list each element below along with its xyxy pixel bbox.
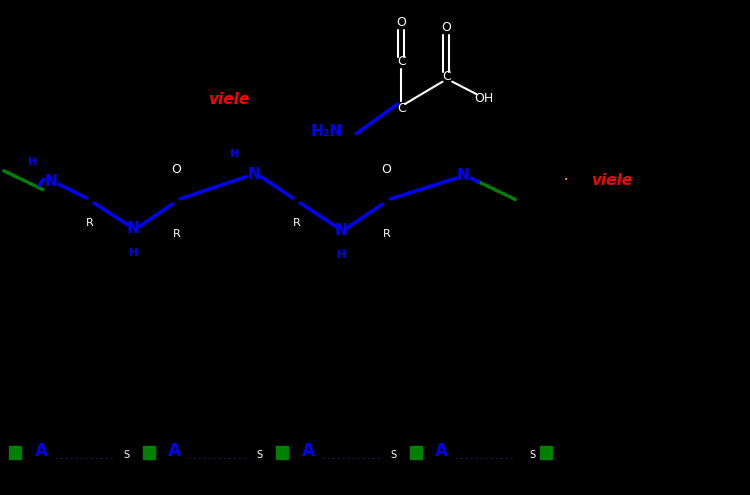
Text: .: . bbox=[100, 451, 103, 461]
Text: .: . bbox=[74, 451, 78, 461]
Text: .: . bbox=[233, 451, 236, 461]
Text: .: . bbox=[490, 451, 494, 461]
Text: .: . bbox=[203, 451, 206, 461]
Text: .: . bbox=[228, 451, 232, 461]
Text: S: S bbox=[390, 450, 396, 460]
Text: .: . bbox=[505, 451, 509, 461]
Text: S: S bbox=[123, 450, 129, 460]
Text: .: . bbox=[322, 451, 325, 461]
Text: .: . bbox=[470, 451, 473, 461]
Text: .: . bbox=[341, 451, 345, 461]
Text: .: . bbox=[352, 451, 355, 461]
Text: .: . bbox=[193, 451, 196, 461]
Text: N: N bbox=[334, 223, 347, 238]
Text: H: H bbox=[28, 157, 37, 167]
Text: .: . bbox=[110, 451, 113, 461]
Text: N: N bbox=[45, 174, 58, 189]
Bar bbox=[276, 446, 288, 459]
Text: O: O bbox=[396, 16, 406, 29]
Text: .: . bbox=[455, 451, 458, 461]
Text: .: . bbox=[500, 451, 503, 461]
Text: .: . bbox=[475, 451, 478, 461]
Bar bbox=[142, 446, 154, 459]
Text: .: . bbox=[480, 451, 484, 461]
Text: R: R bbox=[172, 229, 180, 239]
Text: .: . bbox=[70, 451, 73, 461]
Text: A: A bbox=[34, 443, 48, 460]
Text: .: . bbox=[64, 451, 68, 461]
Text: .: . bbox=[465, 451, 469, 461]
Text: R: R bbox=[382, 229, 390, 239]
Text: A: A bbox=[168, 443, 182, 460]
Bar bbox=[9, 446, 21, 459]
Text: .: . bbox=[356, 451, 360, 461]
Text: .: . bbox=[238, 451, 242, 461]
Text: H: H bbox=[230, 149, 239, 159]
Text: N: N bbox=[457, 168, 470, 183]
Text: .: . bbox=[213, 451, 217, 461]
Text: A: A bbox=[302, 443, 315, 460]
Text: .: . bbox=[362, 451, 365, 461]
Text: .: . bbox=[80, 451, 83, 461]
Text: H₂N: H₂N bbox=[310, 124, 342, 139]
Text: .: . bbox=[104, 451, 108, 461]
Text: .: . bbox=[485, 451, 488, 461]
Text: .: . bbox=[89, 451, 93, 461]
Text: R: R bbox=[292, 218, 300, 228]
Text: S: S bbox=[256, 450, 262, 460]
Text: H: H bbox=[337, 250, 346, 260]
Text: .: . bbox=[332, 451, 335, 461]
Text: .: . bbox=[376, 451, 380, 461]
Text: .: . bbox=[218, 451, 221, 461]
Text: O: O bbox=[171, 163, 182, 176]
Text: .: . bbox=[198, 451, 202, 461]
Text: A: A bbox=[435, 443, 448, 460]
Text: .: . bbox=[510, 451, 514, 461]
Text: .: . bbox=[337, 451, 340, 461]
Text: C: C bbox=[397, 55, 406, 68]
Text: .: . bbox=[94, 451, 98, 461]
Bar bbox=[410, 446, 422, 459]
Text: viele: viele bbox=[208, 92, 249, 106]
Text: .: . bbox=[85, 451, 88, 461]
Text: .: . bbox=[223, 451, 226, 461]
Text: O: O bbox=[441, 21, 452, 34]
Text: viele: viele bbox=[591, 173, 632, 188]
Text: .: . bbox=[371, 451, 375, 461]
Text: N: N bbox=[127, 221, 140, 236]
Text: ·: · bbox=[563, 171, 569, 190]
Text: .: . bbox=[55, 451, 58, 461]
Text: H: H bbox=[129, 248, 138, 258]
Text: .: . bbox=[243, 451, 247, 461]
Text: .: . bbox=[367, 451, 370, 461]
Text: .: . bbox=[326, 451, 330, 461]
Text: .: . bbox=[346, 451, 350, 461]
Text: .: . bbox=[460, 451, 464, 461]
Text: OH: OH bbox=[474, 93, 494, 105]
Text: C: C bbox=[397, 102, 406, 115]
Text: .: . bbox=[495, 451, 499, 461]
Text: S: S bbox=[530, 450, 536, 460]
Text: C: C bbox=[442, 70, 451, 83]
Text: O: O bbox=[381, 163, 392, 176]
Text: R: R bbox=[86, 218, 94, 228]
Text: .: . bbox=[188, 451, 191, 461]
Text: N: N bbox=[248, 167, 259, 182]
Text: .: . bbox=[59, 451, 63, 461]
Bar bbox=[540, 446, 552, 459]
Text: .: . bbox=[208, 451, 212, 461]
